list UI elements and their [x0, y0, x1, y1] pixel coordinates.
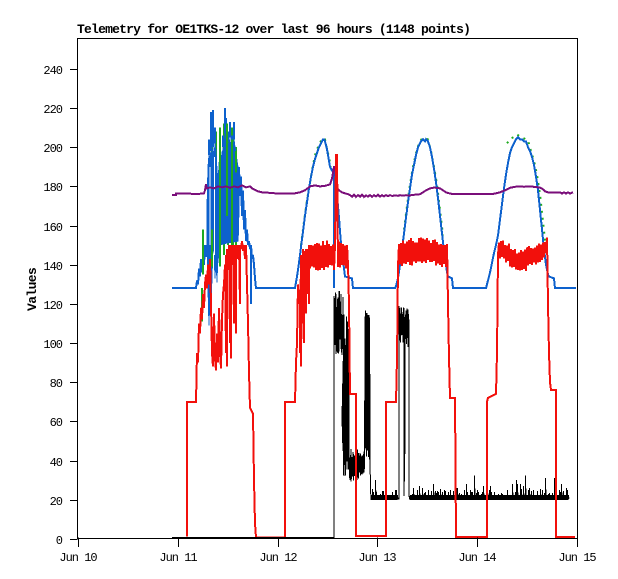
svg-text:Jun 10: Jun 10 [59, 551, 97, 565]
svg-text:Jun 14: Jun 14 [458, 551, 496, 565]
svg-text:Jun 12: Jun 12 [259, 551, 297, 565]
svg-text:Jun 15: Jun 15 [558, 551, 596, 565]
svg-text:40: 40 [50, 456, 63, 470]
svg-text:20: 20 [50, 495, 63, 509]
svg-text:60: 60 [50, 416, 63, 430]
svg-text:Telemetry for OE1TKS-12 over l: Telemetry for OE1TKS-12 over last 96 hou… [77, 22, 470, 37]
svg-text:200: 200 [43, 142, 62, 156]
svg-text:240: 240 [43, 64, 62, 78]
svg-text:0: 0 [56, 534, 63, 548]
svg-text:80: 80 [50, 377, 63, 391]
svg-text:Jun 13: Jun 13 [358, 551, 396, 565]
svg-text:160: 160 [43, 221, 62, 235]
svg-text:220: 220 [43, 103, 62, 117]
svg-text:Values: Values [25, 267, 40, 311]
svg-text:140: 140 [43, 260, 62, 274]
svg-text:100: 100 [43, 338, 62, 352]
svg-text:120: 120 [43, 299, 62, 313]
svg-text:180: 180 [43, 181, 62, 195]
svg-text:Jun 11: Jun 11 [159, 551, 197, 565]
